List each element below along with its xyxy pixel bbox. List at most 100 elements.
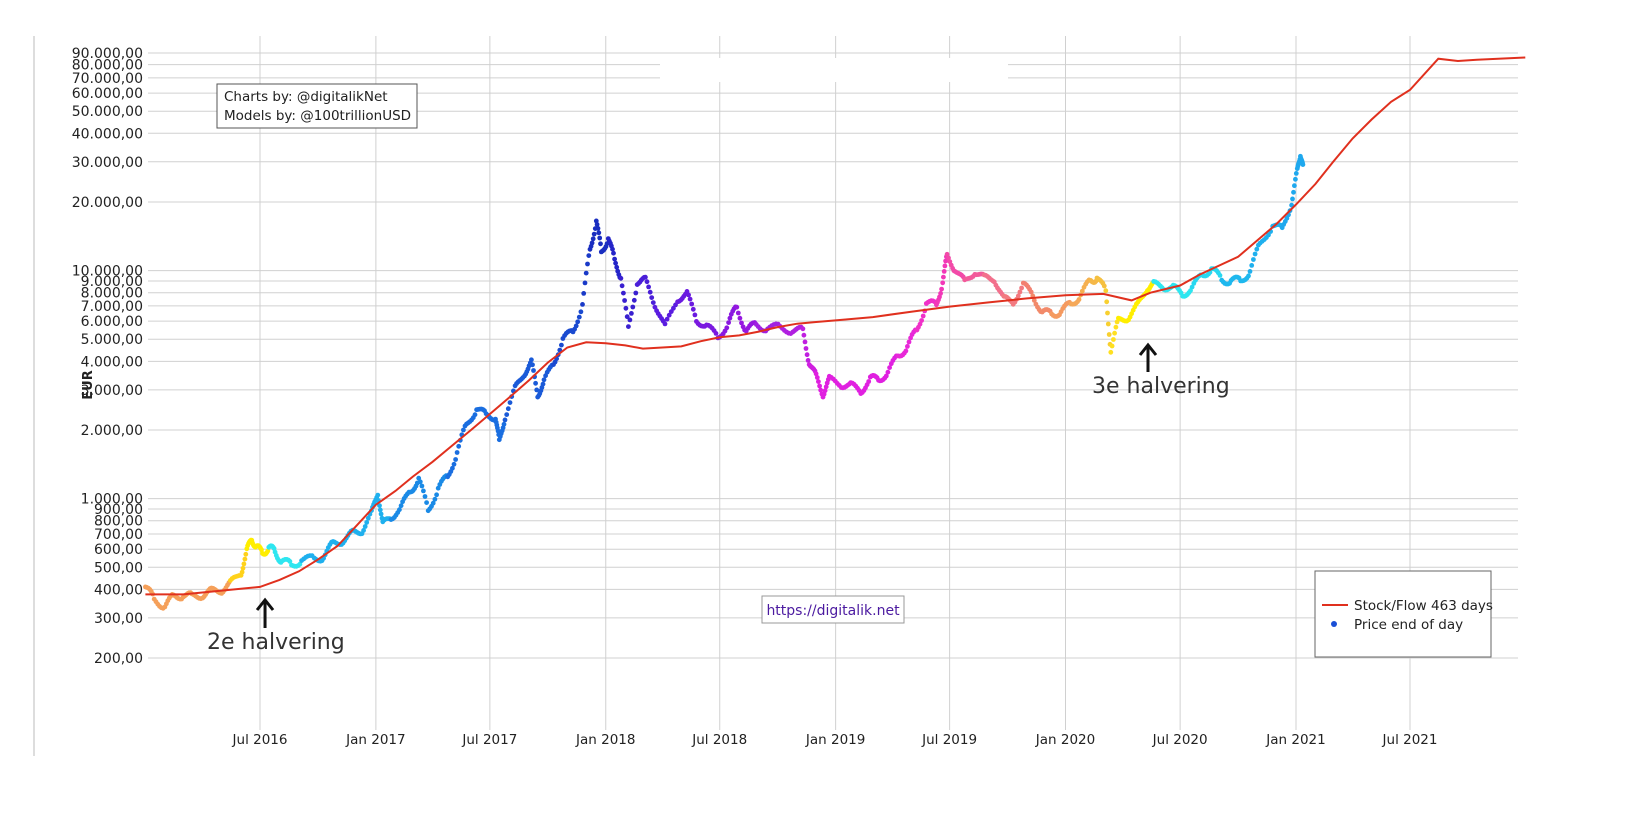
credits-line-2: Models by: @100trillionUSD [224, 108, 411, 124]
x-tick-label: Jul 2018 [691, 732, 747, 748]
price-point [1101, 283, 1107, 289]
y-tick-label: 600,00 [94, 542, 143, 558]
y-tick-label: 70.000,00 [72, 71, 143, 87]
y-tick-label: 7.000,00 [81, 299, 143, 315]
stock-flow-line [145, 56, 1526, 596]
price-point [243, 551, 249, 557]
price-point [435, 485, 441, 491]
price-point [595, 226, 601, 231]
price-point [805, 358, 811, 363]
y-tick-label: 400,00 [94, 582, 143, 598]
price-point [938, 291, 943, 296]
price-point [622, 298, 627, 303]
price-point [739, 320, 744, 326]
y-tick-label: 8.000,00 [81, 286, 143, 302]
price-point [737, 315, 743, 321]
price-point [633, 290, 639, 296]
price-point [453, 457, 458, 462]
x-tick-label: Jan 2017 [345, 732, 405, 748]
price-point [631, 297, 637, 303]
price-point [594, 222, 600, 227]
price-point [432, 496, 438, 502]
price-point [1290, 196, 1295, 202]
price-point [686, 292, 691, 298]
price-point [939, 286, 944, 292]
price-point [919, 318, 924, 323]
price-point [887, 365, 892, 370]
price-point [662, 321, 668, 327]
price-point [883, 373, 889, 379]
price-point [365, 515, 371, 521]
price-point [813, 371, 819, 377]
price-point [504, 412, 510, 417]
price-point [575, 319, 581, 325]
y-tick-label: 900,00 [94, 502, 143, 518]
price-point [501, 421, 507, 427]
price-point [576, 314, 582, 320]
x-tick-labels: Jul 2016 Jan 2017 Jul 2017 Jan 2018 Jul 2018… [232, 732, 1438, 748]
price-point [1019, 285, 1024, 291]
price-point [456, 443, 462, 449]
price-point [946, 255, 951, 261]
price-point [434, 492, 439, 498]
y-tick-label: 9.000,00 [81, 274, 143, 290]
price-point [419, 483, 425, 489]
price-point [450, 465, 455, 471]
price-point [259, 547, 264, 553]
x-tick-label: Jul 2020 [1152, 732, 1208, 748]
price-point [1254, 246, 1260, 252]
y-tick-label: 200,00 [94, 651, 143, 667]
price-point [461, 427, 466, 433]
price-point [903, 348, 909, 354]
price-point [1112, 330, 1117, 336]
price-point [1292, 183, 1297, 189]
price-point [1300, 162, 1306, 168]
y-tick-label: 5.000,00 [81, 332, 143, 348]
x-tick-label: Jan 2020 [1035, 732, 1095, 748]
price-point [726, 320, 731, 325]
x-tick-label: Jul 2017 [461, 732, 517, 748]
price-point [362, 524, 368, 529]
price-point [816, 379, 821, 384]
price-point [822, 388, 828, 394]
y-tick-label: 800,00 [94, 514, 143, 530]
price-point [689, 301, 695, 307]
price-point [1108, 349, 1114, 355]
price-point [735, 310, 741, 316]
price-point [823, 384, 829, 390]
price-point [502, 417, 508, 423]
price-point [619, 283, 625, 289]
x-tick-label: Jan 2019 [805, 732, 865, 748]
price-point [1105, 321, 1111, 327]
price-point [505, 406, 511, 412]
price-point [643, 274, 648, 280]
price-point [430, 500, 436, 506]
price-point [397, 507, 402, 513]
legend-dot-swatch [1331, 621, 1337, 627]
price-point [920, 313, 926, 319]
price-point [818, 387, 824, 393]
price-point [287, 559, 293, 564]
y-tick-label: 500,00 [94, 560, 143, 576]
y-tick-label: 90.000,00 [72, 46, 143, 62]
price-point [612, 256, 617, 262]
price-point [416, 475, 422, 481]
price-point [377, 503, 382, 508]
url-box[interactable]: https://digitalik.net [761, 595, 905, 624]
price-point [364, 520, 370, 525]
price-point [626, 324, 631, 329]
y-tick-label: 1.000,00 [81, 492, 143, 508]
x-tick-label: Jan 2018 [575, 732, 635, 748]
price-point [905, 344, 910, 349]
legend-item-stock-flow: Stock/Flow 463 days [1354, 598, 1493, 614]
url-link[interactable]: https://digitalik.net [766, 603, 900, 619]
price-point [941, 274, 946, 280]
price-point [801, 332, 807, 338]
price-point [618, 275, 624, 281]
y-tick-labels: 200,00 300,00 400,00 500,00 600,00700,00800,… [72, 46, 143, 667]
price-point [1252, 251, 1258, 257]
price-point [541, 377, 547, 383]
price-point [593, 218, 599, 224]
price-point [1251, 257, 1256, 262]
